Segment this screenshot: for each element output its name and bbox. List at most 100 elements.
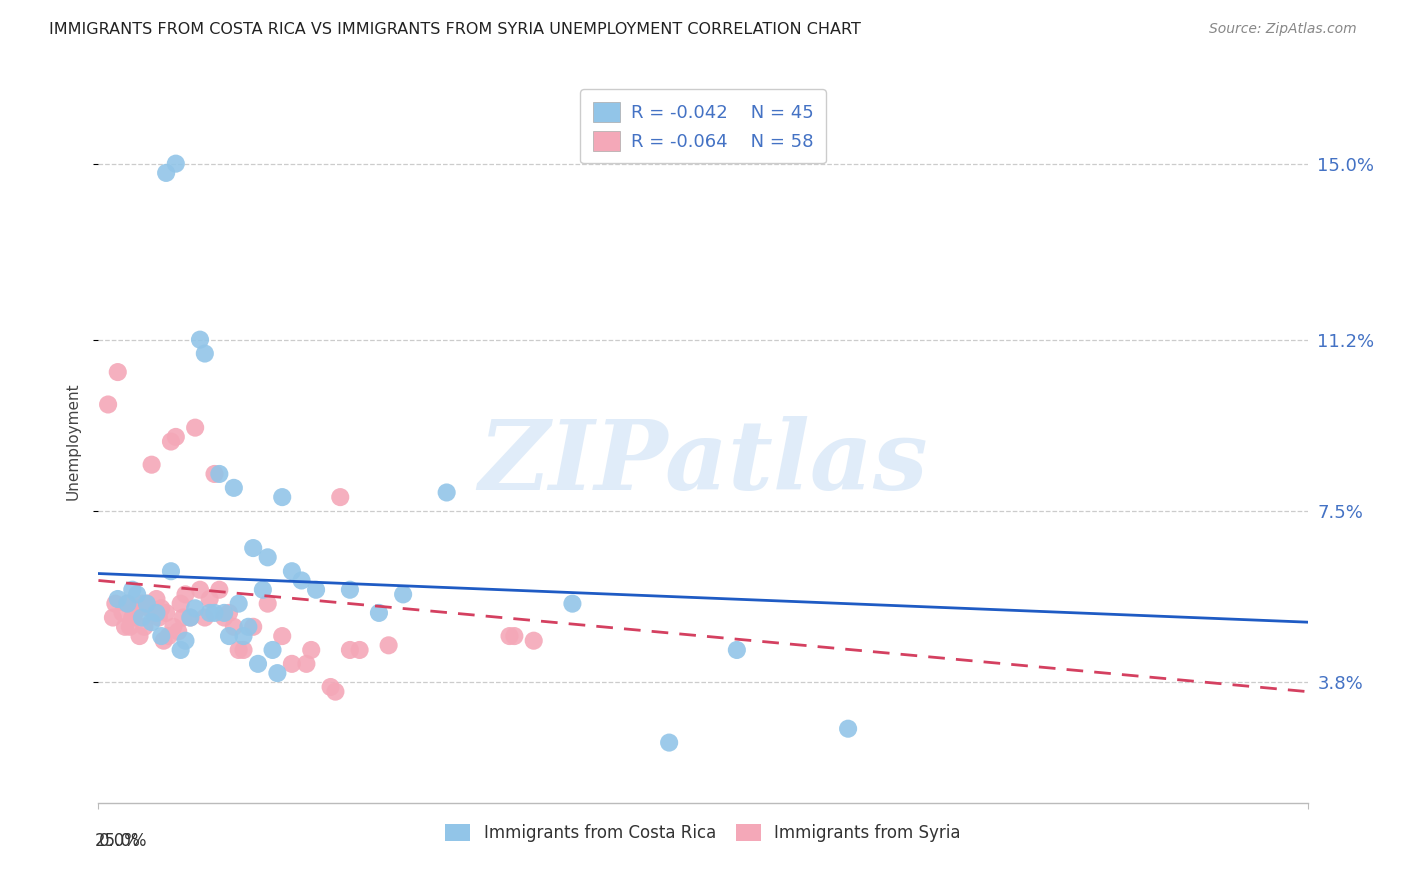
Point bbox=[152, 633, 174, 648]
Point bbox=[281, 564, 304, 578]
Point bbox=[188, 582, 211, 597]
Point bbox=[157, 629, 180, 643]
Point bbox=[238, 620, 260, 634]
Point bbox=[172, 610, 194, 624]
Point bbox=[436, 485, 458, 500]
Point bbox=[262, 643, 284, 657]
Point bbox=[349, 643, 371, 657]
Point bbox=[131, 597, 153, 611]
Point bbox=[194, 610, 217, 624]
Legend: Immigrants from Costa Rica, Immigrants from Syria: Immigrants from Costa Rica, Immigrants f… bbox=[439, 817, 967, 848]
Point bbox=[165, 156, 187, 170]
Point bbox=[117, 597, 139, 611]
Point bbox=[658, 735, 681, 749]
Point bbox=[232, 629, 254, 643]
Point bbox=[305, 582, 328, 597]
Point bbox=[208, 467, 231, 481]
Point bbox=[179, 610, 201, 624]
Point bbox=[218, 606, 240, 620]
Point bbox=[97, 397, 120, 411]
Point bbox=[837, 722, 859, 736]
Point bbox=[377, 638, 399, 652]
Point bbox=[179, 610, 201, 624]
Point bbox=[174, 633, 197, 648]
Point bbox=[725, 643, 748, 657]
Point bbox=[160, 564, 183, 578]
Point bbox=[121, 610, 143, 624]
Point bbox=[222, 481, 245, 495]
Text: IMMIGRANTS FROM COSTA RICA VS IMMIGRANTS FROM SYRIA UNEMPLOYMENT CORRELATION CHA: IMMIGRANTS FROM COSTA RICA VS IMMIGRANTS… bbox=[49, 22, 860, 37]
Point bbox=[339, 582, 361, 597]
Point bbox=[188, 333, 211, 347]
Point bbox=[281, 657, 304, 671]
Point bbox=[339, 643, 361, 657]
Point bbox=[222, 620, 245, 634]
Point bbox=[242, 620, 264, 634]
Text: ZIPatlas: ZIPatlas bbox=[478, 417, 928, 510]
Point bbox=[232, 643, 254, 657]
Point bbox=[194, 346, 217, 360]
Point bbox=[329, 490, 352, 504]
Point bbox=[101, 610, 124, 624]
Point bbox=[242, 541, 264, 555]
Point bbox=[368, 606, 391, 620]
Point bbox=[114, 620, 136, 634]
Point bbox=[174, 587, 197, 601]
Text: 0.0%: 0.0% bbox=[98, 831, 141, 850]
Point bbox=[266, 666, 288, 681]
Point bbox=[208, 582, 231, 597]
Point bbox=[148, 610, 170, 624]
Point bbox=[561, 597, 583, 611]
Point bbox=[145, 606, 167, 620]
Point bbox=[145, 592, 167, 607]
Point bbox=[299, 643, 322, 657]
Point bbox=[247, 657, 270, 671]
Point bbox=[107, 365, 129, 379]
Point bbox=[212, 606, 235, 620]
Point bbox=[160, 434, 183, 449]
Point bbox=[127, 587, 149, 601]
Point bbox=[228, 643, 250, 657]
Point bbox=[162, 620, 184, 634]
Point bbox=[498, 629, 520, 643]
Point bbox=[169, 643, 191, 657]
Point bbox=[138, 601, 160, 615]
Point bbox=[141, 615, 163, 630]
Point bbox=[135, 597, 157, 611]
Point bbox=[256, 550, 278, 565]
Point bbox=[135, 597, 157, 611]
Point bbox=[523, 633, 546, 648]
Point bbox=[165, 430, 187, 444]
Point bbox=[117, 597, 139, 611]
Point bbox=[169, 597, 191, 611]
Point bbox=[218, 629, 240, 643]
Point bbox=[111, 606, 134, 620]
Point bbox=[198, 592, 221, 607]
Point bbox=[252, 582, 274, 597]
Text: 25.0%: 25.0% bbox=[94, 831, 146, 850]
Point bbox=[141, 458, 163, 472]
Point bbox=[392, 587, 415, 601]
Point bbox=[198, 606, 221, 620]
Point bbox=[271, 490, 294, 504]
Point bbox=[503, 629, 526, 643]
Point bbox=[150, 601, 173, 615]
Point bbox=[127, 601, 149, 615]
Point bbox=[184, 601, 207, 615]
Point bbox=[290, 574, 312, 588]
Point bbox=[143, 606, 166, 620]
Point bbox=[118, 620, 141, 634]
Point bbox=[150, 629, 173, 643]
Point bbox=[155, 166, 177, 180]
Point bbox=[204, 606, 226, 620]
Point bbox=[124, 606, 146, 620]
Point bbox=[325, 684, 347, 698]
Point bbox=[319, 680, 342, 694]
Point bbox=[167, 624, 190, 639]
Y-axis label: Unemployment: Unemployment bbox=[65, 383, 80, 500]
Point bbox=[204, 467, 226, 481]
Point bbox=[155, 606, 177, 620]
Point bbox=[212, 610, 235, 624]
Point bbox=[256, 597, 278, 611]
Point bbox=[104, 597, 127, 611]
